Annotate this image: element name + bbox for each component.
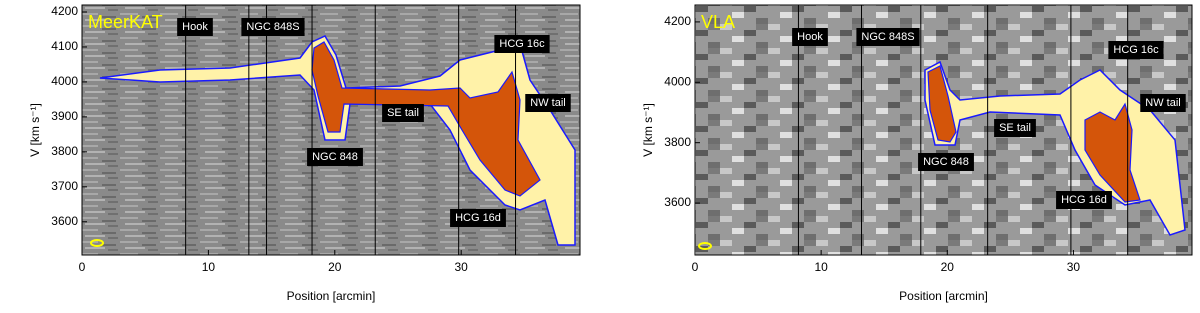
annotation-box bbox=[1108, 41, 1164, 59]
annotation-label: NGC 848S bbox=[861, 31, 914, 43]
annotation-box bbox=[994, 119, 1036, 137]
y-tick-label: 4100 bbox=[51, 39, 78, 53]
annotation-box bbox=[177, 18, 213, 36]
annotation-label: Hook bbox=[182, 21, 208, 33]
x-tick-label: 20 bbox=[328, 260, 342, 274]
x-tick-label: 30 bbox=[455, 260, 469, 274]
annotation: NW tail bbox=[1140, 94, 1186, 112]
annotation-label: NGC 848 bbox=[312, 151, 358, 163]
x-tick-label: 0 bbox=[79, 260, 86, 274]
annotation-box bbox=[856, 28, 920, 46]
panel: 0 10 20 30 3600 3700 3800 3900 4000 4100 4200 Posit… bbox=[28, 4, 581, 303]
annotation-label: SE tail bbox=[387, 107, 419, 119]
x-tick-label: 0 bbox=[692, 260, 699, 274]
annotation-label: SE tail bbox=[999, 122, 1031, 134]
annotation-box bbox=[1056, 191, 1112, 209]
emission-high bbox=[311, 41, 541, 197]
annotation-label: Hook bbox=[797, 31, 823, 43]
x-axis-label: Position [arcmin] bbox=[899, 289, 988, 303]
y-tick-label: 4000 bbox=[51, 74, 78, 88]
annotation: HCG 16c bbox=[494, 35, 550, 53]
annotation: Hook bbox=[177, 18, 213, 36]
annotation-box bbox=[1140, 94, 1186, 112]
panel: 0 10 20 30 3600 3800 4000 4200 Position [arcmin]… bbox=[641, 4, 1193, 303]
y-axis-label: V [km s⁻¹] bbox=[28, 103, 42, 157]
panel-title: VLA bbox=[701, 12, 735, 32]
emission-high bbox=[927, 65, 957, 143]
annotation-box bbox=[918, 153, 974, 171]
annotation: HCG 16c bbox=[1108, 41, 1164, 59]
emission-high bbox=[1084, 102, 1141, 203]
y-axis-label: V [km s⁻¹] bbox=[641, 103, 655, 157]
y-tick-label: 3600 bbox=[664, 195, 691, 209]
annotation-label: NGC 848S bbox=[246, 21, 299, 33]
panel-title: MeerKAT bbox=[88, 12, 163, 32]
y-tick-label: 3800 bbox=[51, 144, 78, 158]
annotation-box bbox=[525, 94, 571, 112]
annotation: HCG 16d bbox=[1056, 191, 1112, 209]
x-tick-label: 30 bbox=[1067, 260, 1081, 274]
annotation-label: NW tail bbox=[530, 97, 565, 109]
y-tick-label: 3600 bbox=[51, 214, 78, 228]
x-tick-label: 20 bbox=[941, 260, 955, 274]
annotation-label: HCG 16d bbox=[1061, 194, 1107, 206]
annotation-box bbox=[494, 35, 550, 53]
plot-frame bbox=[694, 4, 1193, 256]
annotation-label: HCG 16d bbox=[455, 212, 501, 224]
x-tick-label: 10 bbox=[814, 260, 828, 274]
annotation-box bbox=[450, 209, 506, 227]
annotation-label: HCG 16c bbox=[1113, 44, 1159, 56]
y-tick-label: 4200 bbox=[51, 4, 78, 18]
annotation: NGC 848 bbox=[307, 148, 363, 166]
y-tick-label: 3900 bbox=[51, 109, 78, 123]
y-tick-label: 4000 bbox=[664, 74, 691, 88]
annotation-label: NGC 848 bbox=[923, 156, 969, 168]
annotation: NGC 848 bbox=[918, 153, 974, 171]
x-tick-label: 10 bbox=[202, 260, 216, 274]
annotation: HCG 16d bbox=[450, 209, 506, 227]
y-tick-label: 3800 bbox=[664, 135, 691, 149]
annotation: NGC 848S bbox=[856, 28, 920, 46]
annotation: NGC 848S bbox=[241, 18, 305, 36]
beam bbox=[90, 239, 104, 247]
annotation: NW tail bbox=[525, 94, 571, 112]
annotation: SE tail bbox=[994, 119, 1036, 137]
annotation-box bbox=[307, 148, 363, 166]
annotation-box bbox=[792, 28, 828, 46]
annotation: SE tail bbox=[382, 104, 424, 122]
y-tick-label: 3700 bbox=[51, 179, 78, 193]
annotation: Hook bbox=[792, 28, 828, 46]
plot-frame bbox=[81, 4, 581, 256]
annotation-label: HCG 16c bbox=[499, 38, 545, 50]
annotation-box bbox=[382, 104, 424, 122]
annotation-box bbox=[241, 18, 305, 36]
y-tick-label: 4200 bbox=[664, 14, 691, 28]
beam bbox=[698, 242, 712, 250]
x-axis-label: Position [arcmin] bbox=[287, 289, 376, 303]
annotation-label: NW tail bbox=[1145, 97, 1180, 109]
